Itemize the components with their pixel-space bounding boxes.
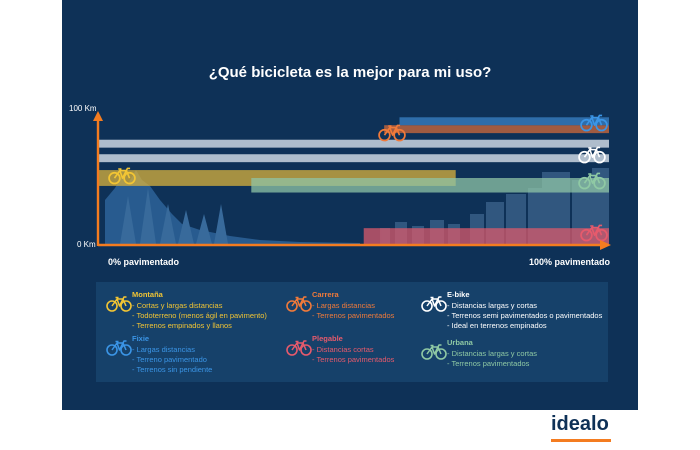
legend-feature: - Distancias cortas [312,345,374,354]
legend-feature: - Terrenos pavimentados [447,359,530,368]
bicycle-icon [286,296,312,312]
legend-name: Carrera [312,290,339,299]
y-axis-arrow [93,111,103,121]
brand-logo: idealo [551,413,609,435]
legend-name: Urbana [447,338,473,347]
legend-feature: - Ideal en terrenos empinados [447,321,547,330]
legend-name: E-bike [447,290,470,299]
legend-name: Montaña [132,290,163,299]
band-plegable-7 [363,228,609,244]
bicycle-icon [421,344,447,360]
band-fixie-2 [399,117,609,126]
legend-feature: - Terrenos sin pendiente [132,365,213,374]
bicycle-icon [286,340,312,356]
bicycle-icon [421,296,447,312]
bicycle-icon [106,340,132,356]
legend-feature: - Distancias largas y cortas [447,301,538,310]
legend-name: Fixie [132,334,150,343]
legend-feature: - Terrenos semi pavimentados o pavimenta… [447,311,603,320]
legend-feature: - Terreno pavimentado [132,355,207,364]
legend-feature: - Cortas y largas distancias [132,301,223,310]
y-axis-max-label: 100 Km [69,104,97,113]
legend-feature: - Terrenos empinados y llanos [132,321,232,330]
chart-title: ¿Qué bicicleta es la mejor para mi uso? [208,64,492,81]
legend-feature: - Todoterreno (menos ágil en pavimento) [132,311,267,320]
band-carrera-1 [384,125,609,134]
x-axis-min-label: 0% pavimentado [108,257,180,267]
legend-feature: - Terrenos pavimentados [312,311,395,320]
distance-bands [98,117,610,244]
x-axis-max-label: 100% pavimentado [529,257,611,267]
y-axis-min-label: 0 Km [77,240,96,249]
band-e-bike-4 [98,154,609,163]
legend: Montaña - Cortas y largas distancias - Tod… [96,282,608,382]
band-e-bike-3 [98,139,609,148]
legend-feature: - Distancias largas y cortas [447,349,538,358]
band-urbana-6 [251,178,610,193]
legend-name: Plegable [312,334,343,343]
bicycle-icon [106,296,132,312]
brand-underline [551,439,611,442]
legend-feature: - Largas distancias [132,345,195,354]
legend-feature: - Terrenos pavimentados [312,355,395,364]
landscape-scene [105,170,360,244]
legend-feature: - Largas distancias [312,301,375,310]
x-axis-arrow [600,240,611,250]
